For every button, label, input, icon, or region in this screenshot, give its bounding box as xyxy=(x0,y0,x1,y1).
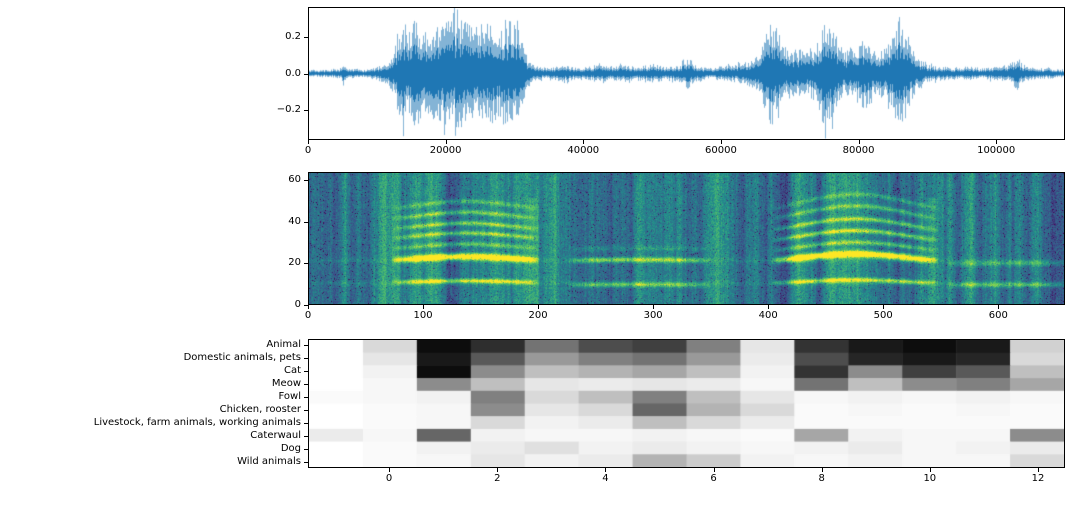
tick-mark xyxy=(308,305,309,309)
tick-mark xyxy=(605,468,607,472)
spectrogram-y-tick-label: 0 xyxy=(294,299,301,310)
tick-mark xyxy=(389,468,391,472)
spectrogram-x-tick-label: 200 xyxy=(528,310,548,321)
classification-row-label: Fowl xyxy=(278,391,301,403)
spectrogram-y-tick-label: 40 xyxy=(288,215,301,227)
classification-x-tick-label: 4 xyxy=(602,473,609,484)
spectrogram-y-tick-label: 20 xyxy=(288,257,301,269)
tick-mark xyxy=(304,36,308,38)
tick-mark xyxy=(653,305,655,309)
tick-mark xyxy=(883,305,885,309)
classification-row-label: Caterwaul xyxy=(250,429,301,441)
tick-mark xyxy=(858,140,860,144)
waveform-x-tick-label: 60000 xyxy=(705,145,737,156)
spectrogram-x-tick-label: 300 xyxy=(643,310,663,321)
tick-mark xyxy=(304,221,308,223)
tick-mark xyxy=(423,305,425,309)
tick-mark xyxy=(304,358,308,360)
classification-row-label: Wild animals xyxy=(237,455,301,467)
tick-mark xyxy=(304,448,308,450)
tick-mark xyxy=(304,422,308,424)
tick-mark xyxy=(304,305,308,306)
spectrogram-x-tick-label: 600 xyxy=(988,310,1008,321)
classification-x-tick-label: 6 xyxy=(710,473,717,484)
tick-mark xyxy=(308,140,309,144)
tick-mark xyxy=(304,409,308,411)
classification-row-label: Cat xyxy=(283,365,301,377)
waveform-y-tick-label: 0.0 xyxy=(285,67,301,79)
classification-row-label: Chicken, rooster xyxy=(219,403,301,415)
tick-mark xyxy=(304,461,308,463)
tick-mark xyxy=(583,140,585,144)
tick-mark xyxy=(538,305,540,309)
tick-mark xyxy=(929,468,931,472)
waveform-x-tick-label: 40000 xyxy=(567,145,600,156)
tick-mark xyxy=(304,110,308,112)
spectrogram-x-tick-label: 0 xyxy=(304,310,312,321)
tick-mark xyxy=(304,73,308,75)
waveform-x-tick-label: 100000 xyxy=(977,145,1016,156)
waveform-axes xyxy=(308,7,1065,140)
waveform-x-tick-label: 0 xyxy=(304,145,312,156)
classification-row-label: Livestock, farm animals, working animals xyxy=(93,416,301,428)
tick-mark xyxy=(1037,468,1039,472)
classification-x-tick-label: 8 xyxy=(818,473,825,484)
classification-x-tick-label: 12 xyxy=(1031,473,1045,484)
tick-mark xyxy=(713,468,715,472)
spectrogram-y-tick-label: 60 xyxy=(288,174,301,186)
tick-mark xyxy=(445,140,447,144)
waveform-y-tick-label: −0.2 xyxy=(276,104,301,116)
spectrogram-x-tick-label: 400 xyxy=(758,310,778,321)
classification-row-label: Meow xyxy=(271,378,301,390)
tick-mark xyxy=(768,305,770,309)
classification-heatmap-plot xyxy=(309,340,1064,467)
classification-row-label: Animal xyxy=(266,339,301,351)
tick-mark xyxy=(304,263,308,265)
tick-mark xyxy=(996,140,998,144)
tick-mark xyxy=(497,468,499,472)
tick-mark xyxy=(304,397,308,399)
tick-mark xyxy=(304,384,308,386)
spectrogram-x-tick-label: 500 xyxy=(873,310,893,321)
tick-mark xyxy=(304,180,308,182)
classification-heatmap-axes xyxy=(308,339,1065,468)
classification-row-label: Dog xyxy=(280,442,301,454)
tick-mark xyxy=(304,371,308,373)
classification-x-tick-label: 2 xyxy=(494,473,501,484)
waveform-y-tick-label: 0.2 xyxy=(285,30,301,42)
tick-mark xyxy=(304,345,308,347)
classification-x-tick-label: 0 xyxy=(385,473,393,484)
classification-x-tick-label: 10 xyxy=(923,473,937,484)
spectrogram-x-tick-label: 100 xyxy=(413,310,433,321)
tick-mark xyxy=(998,305,1000,309)
waveform-plot xyxy=(309,8,1064,139)
classification-row-label: Domestic animals, pets xyxy=(183,352,301,364)
waveform-x-tick-label: 20000 xyxy=(429,145,462,156)
tick-mark xyxy=(304,435,308,437)
spectrogram-axes xyxy=(308,172,1065,305)
tick-mark xyxy=(720,140,722,144)
tick-mark xyxy=(821,468,823,472)
spectrogram-plot xyxy=(309,173,1064,304)
waveform-x-tick-label: 80000 xyxy=(842,145,875,156)
